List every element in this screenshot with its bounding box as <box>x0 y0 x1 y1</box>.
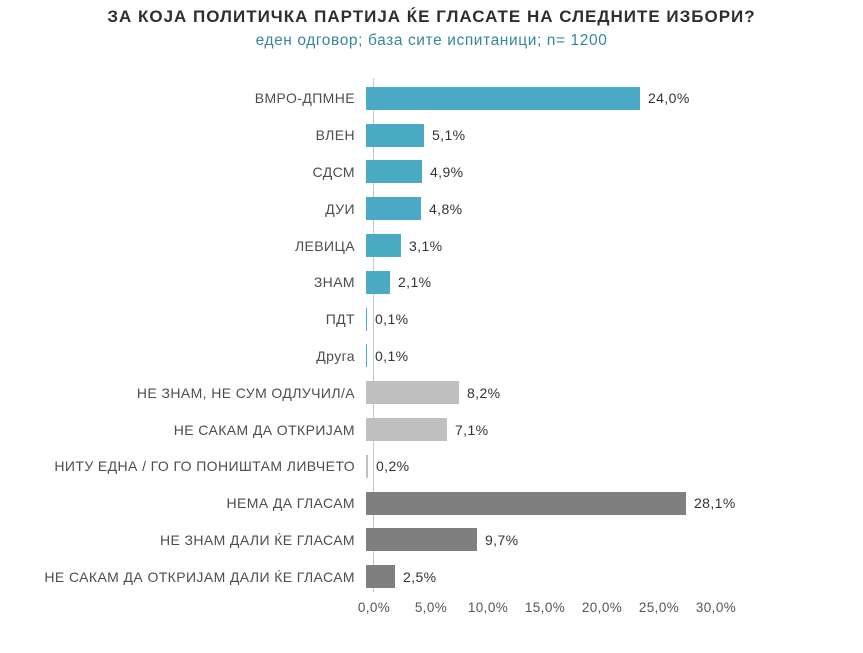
bar <box>366 491 686 515</box>
bar-zone: 0,1% <box>366 344 863 368</box>
bar-zone: 24,0% <box>366 86 863 110</box>
bar-row: ЛЕВИЦА 3,1% <box>0 227 863 264</box>
category-label: ДУИ <box>325 200 355 217</box>
chart-title: ЗА КОЈА ПОЛИТИЧКА ПАРТИЈА ЌЕ ГЛАСАТЕ НА … <box>107 7 756 26</box>
category-label: ЗНАМ <box>313 274 355 291</box>
bar <box>366 197 421 221</box>
x-axis: 0,0% 5,0% 10,0% 15,0% 20,0% 25,0% 30,0% <box>0 600 863 620</box>
value-label: 2,5% <box>403 568 437 585</box>
bar <box>366 270 390 294</box>
x-tick-label: 0,0% <box>357 600 391 615</box>
bar-row: ВМРО-ДПМНЕ 24,0% <box>0 80 863 117</box>
value-label: 4,9% <box>430 163 464 180</box>
bar <box>366 528 477 552</box>
value-label: 4,8% <box>429 200 463 217</box>
bar <box>366 307 367 331</box>
bar-row: НЕ САКАМ ДА ОТКРИЈАМ 7,1% <box>0 411 863 448</box>
bar-row: ВЛЕН 5,1% <box>0 117 863 154</box>
bar-zone: 8,2% <box>366 381 863 405</box>
bar-row: НИТУ ЕДНА / ГО ГО ПОНИШТАМ ЛИВЧЕТО 0,2% <box>0 448 863 485</box>
category-label: ПДТ <box>325 311 355 328</box>
bar <box>366 381 459 405</box>
x-tick-label: 10,0% <box>467 600 509 615</box>
x-tick-label: 5,0% <box>414 600 448 615</box>
value-label: 7,1% <box>455 421 489 438</box>
bar-zone: 28,1% <box>366 491 863 515</box>
category-label: Друга <box>316 347 355 364</box>
bar-zone: 7,1% <box>366 418 863 442</box>
category-label: НЕ САКАМ ДА ОТКРИЈАМ <box>173 421 355 438</box>
x-tick-label: 30,0% <box>695 600 737 615</box>
bar-row: СДСМ 4,9% <box>0 154 863 191</box>
category-label: ВМРО-ДПМНЕ <box>254 90 355 107</box>
bar-row: НЕМА ДА ГЛАСАМ 28,1% <box>0 485 863 522</box>
bar-row: Друга 0,1% <box>0 338 863 375</box>
x-tick-label: 20,0% <box>581 600 623 615</box>
value-label: 24,0% <box>648 90 690 107</box>
bar-row: НЕ ЗНАМ ДАЛИ ЌЕ ГЛАСАМ 9,7% <box>0 522 863 559</box>
value-label: 0,2% <box>376 458 410 475</box>
value-label: 28,1% <box>694 495 736 512</box>
category-label: НИТУ ЕДНА / ГО ГО ПОНИШТАМ ЛИВЧЕТО <box>54 458 355 475</box>
bar-zone: 0,1% <box>366 307 863 331</box>
category-label: ВЛЕН <box>315 127 355 144</box>
bar-zone: 0,2% <box>366 454 863 478</box>
value-label: 9,7% <box>485 531 519 548</box>
category-label: НЕМА ДА ГЛАСАМ <box>226 495 355 512</box>
bar <box>366 344 367 368</box>
category-label: НЕ ЗНАМ, НЕ СУМ ОДЛУЧИЛ/А <box>136 384 355 401</box>
bar-zone: 2,5% <box>366 565 863 589</box>
bar <box>366 418 447 442</box>
bar-row: НЕ САКАМ ДА ОТКРИЈАМ ДАЛИ ЌЕ ГЛАСАМ 2,5% <box>0 558 863 595</box>
bar-zone: 4,9% <box>366 160 863 184</box>
category-label: ЛЕВИЦА <box>294 237 355 254</box>
bar <box>366 454 368 478</box>
plot-area: ВМРО-ДПМНЕ 24,0% ВЛЕН 5,1% СДСМ 4,9% ДУИ 4,8% ЛЕ… <box>0 80 863 595</box>
value-label: 8,2% <box>467 384 501 401</box>
value-label: 5,1% <box>432 127 466 144</box>
bar <box>366 565 395 589</box>
value-label: 3,1% <box>409 237 443 254</box>
x-tick-label: 25,0% <box>638 600 680 615</box>
category-label: НЕ ЗНАМ ДАЛИ ЌЕ ГЛАСАМ <box>159 531 355 548</box>
chart-subtitle: еден одговор; база сите испитаници; n= 1… <box>255 32 608 49</box>
bar-zone: 9,7% <box>366 528 863 552</box>
bar-row: ПДТ 0,1% <box>0 301 863 338</box>
value-label: 2,1% <box>398 274 432 291</box>
bar-zone: 4,8% <box>366 197 863 221</box>
bar-zone: 3,1% <box>366 234 863 258</box>
x-tick-label: 15,0% <box>524 600 566 615</box>
y-axis-line <box>373 78 374 592</box>
category-label: НЕ САКАМ ДА ОТКРИЈАМ ДАЛИ ЌЕ ГЛАСАМ <box>44 568 355 585</box>
bar-zone: 2,1% <box>366 270 863 294</box>
bar <box>366 86 640 110</box>
category-label: СДСМ <box>312 163 355 180</box>
bar-row: ДУИ 4,8% <box>0 190 863 227</box>
value-label: 0,1% <box>375 311 409 328</box>
value-label: 0,1% <box>375 347 409 364</box>
bar-row: НЕ ЗНАМ, НЕ СУМ ОДЛУЧИЛ/А 8,2% <box>0 374 863 411</box>
bar <box>366 234 401 258</box>
bar <box>366 160 422 184</box>
bar-zone: 5,1% <box>366 123 863 147</box>
bar <box>366 123 424 147</box>
bar-row: ЗНАМ 2,1% <box>0 264 863 301</box>
